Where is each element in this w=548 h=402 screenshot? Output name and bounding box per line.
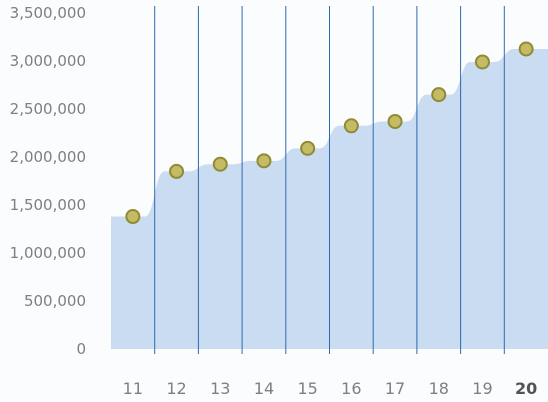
data-point [431, 87, 447, 103]
x-tick-label: 17 [385, 379, 405, 398]
data-point [518, 41, 534, 57]
x-tick-label: 16 [341, 379, 361, 398]
x-tick-label: 14 [254, 379, 274, 398]
x-axis: 11 12 13 14 15 16 17 18 19 20 [123, 379, 538, 398]
x-tick-label: 20 [515, 379, 537, 398]
data-point [474, 54, 490, 70]
y-tick-label: 1,500,000 [10, 196, 86, 214]
y-tick-label: 3,000,000 [10, 52, 86, 70]
y-tick-label: 0 [76, 340, 86, 358]
data-point [343, 118, 359, 134]
data-point [387, 113, 403, 129]
data-point [256, 153, 272, 169]
data-point [125, 209, 141, 225]
x-tick-label: 11 [123, 379, 143, 398]
y-axis: 0 500,000 1,000,000 1,500,000 2,000,000 2,500… [10, 4, 86, 358]
x-tick-label: 18 [429, 379, 449, 398]
data-point [212, 156, 228, 172]
marker-layer [125, 41, 534, 225]
y-tick-label: 500,000 [24, 292, 86, 310]
x-tick-label: 13 [210, 379, 230, 398]
y-tick-label: 3,500,000 [10, 4, 86, 22]
x-tick-label: 15 [297, 379, 317, 398]
data-point [300, 140, 316, 156]
x-tick-label: 19 [472, 379, 492, 398]
data-point [169, 163, 185, 179]
y-tick-label: 1,000,000 [10, 244, 86, 262]
grid-layer [154, 6, 505, 354]
x-tick-label: 12 [166, 379, 186, 398]
y-tick-label: 2,000,000 [10, 148, 86, 166]
y-tick-label: 2,500,000 [10, 100, 86, 118]
